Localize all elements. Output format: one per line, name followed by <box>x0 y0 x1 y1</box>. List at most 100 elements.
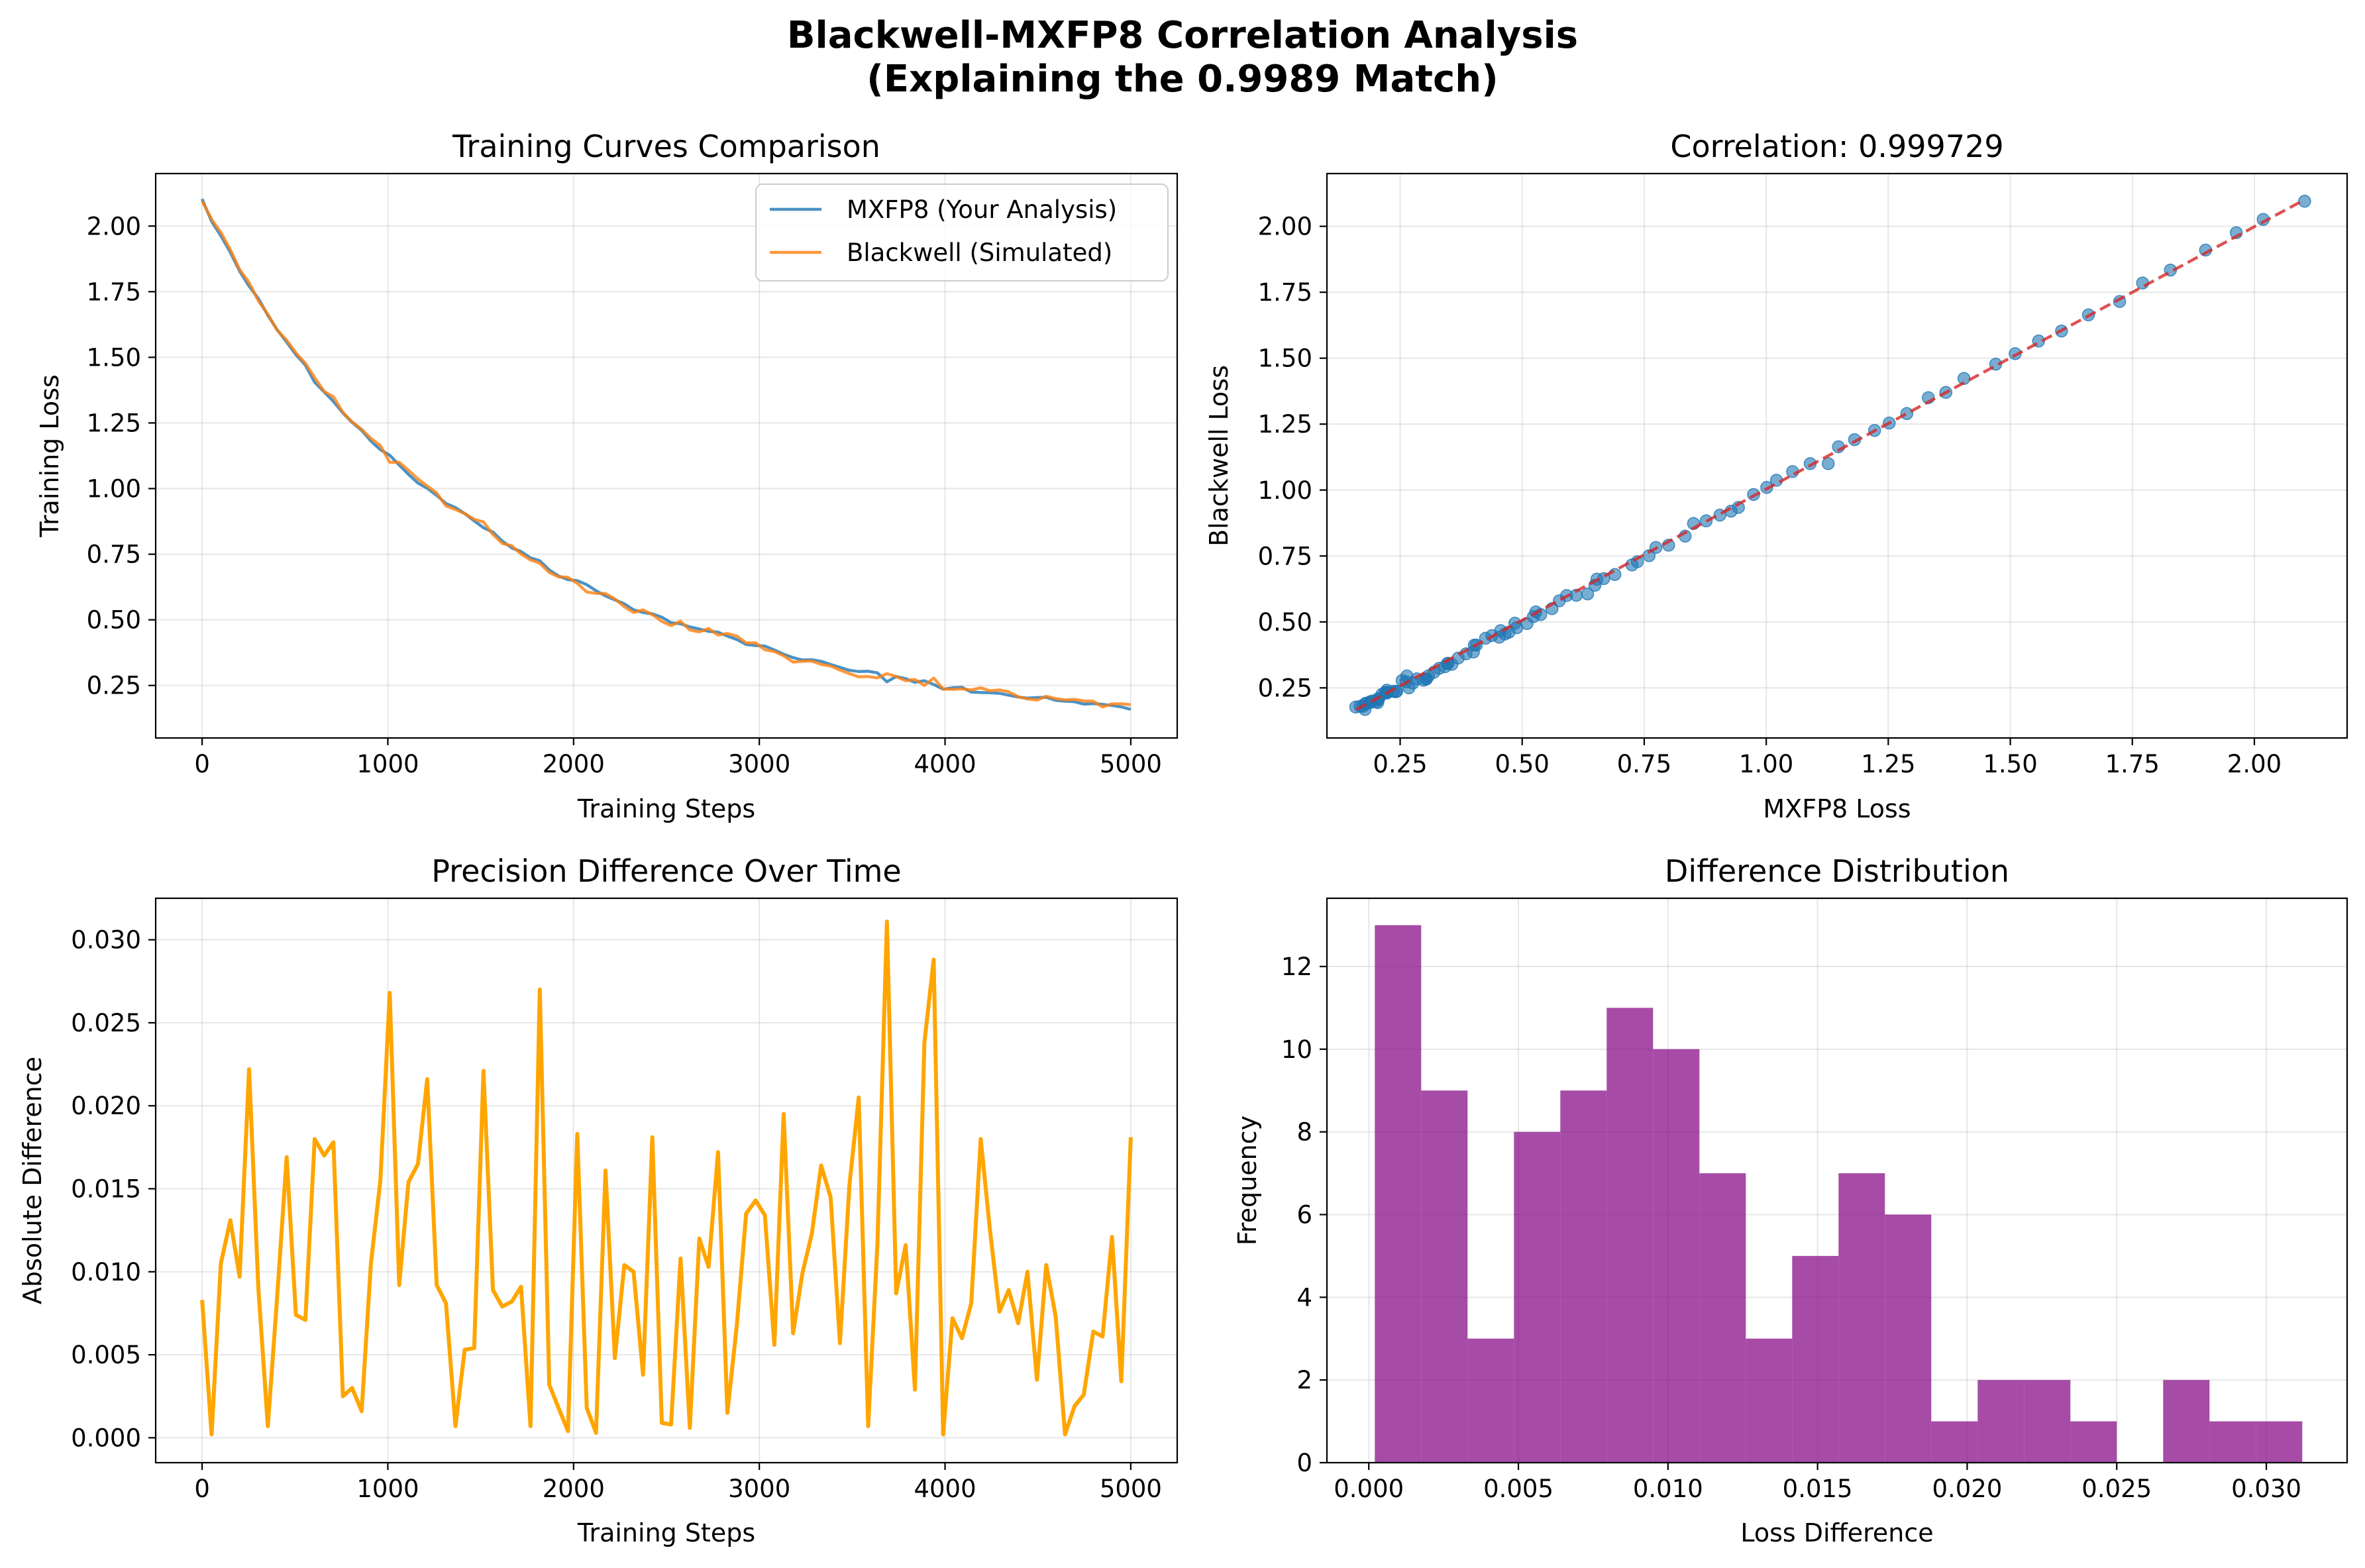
x-tick-label: 2.00 <box>2227 750 2282 778</box>
y-tick-label: 10 <box>1281 1035 1312 1064</box>
x-tick-label: 1.00 <box>1739 750 1793 778</box>
y-tick-label: 1.00 <box>87 475 141 503</box>
correlation-grid <box>1327 174 2347 738</box>
precision-difference-panel: Precision Difference Over Time 0 1000 2000… <box>18 853 1179 1547</box>
training-curves-plot <box>201 198 1131 711</box>
correlation-panel: Correlation: 0.999729 0.25 0.50 0.75 1.00 1.… <box>1204 129 2348 823</box>
x-tick-label: 1000 <box>356 1475 419 1503</box>
y-tick-label: 0.50 <box>1258 608 1312 637</box>
histogram-bar <box>1931 1421 1978 1463</box>
precision-difference-title: Precision Difference Over Time <box>431 853 901 889</box>
x-tick-label: 2000 <box>543 1475 605 1503</box>
precision-difference-plot <box>200 919 1133 1437</box>
training-curves-legend: MXFP8 (Your Analysis) Blackwell (Simulat… <box>755 183 1169 282</box>
precision-difference-axes: 0 1000 2000 3000 4000 5000 0.000 0.005 0.010 0.01… <box>71 926 1162 1503</box>
difference-line <box>200 919 1133 1437</box>
y-tick-label: 0.005 <box>71 1341 141 1369</box>
histogram-bar <box>2024 1380 2071 1463</box>
scatter-point <box>1821 457 1835 470</box>
precision-difference-ylabel: Absolute Difference <box>18 1057 47 1304</box>
scatter-point <box>1900 407 1914 421</box>
x-tick-label: 0.25 <box>1373 750 1427 778</box>
y-tick-label: 0.015 <box>71 1175 141 1204</box>
x-tick-label: 3000 <box>728 1475 790 1503</box>
difference-distribution-axes: 0.000 0.005 0.010 0.015 0.020 0.025 0.030 0 2 4 6 8… <box>1281 953 2301 1503</box>
training-curves-ylabel: Training Loss <box>35 374 64 537</box>
y-tick-label: 0.025 <box>71 1009 141 1037</box>
x-tick-label: 1.50 <box>1983 750 2037 778</box>
fit-line <box>1355 199 2304 711</box>
x-tick-label: 5000 <box>1100 750 1162 778</box>
difference-distribution-title: Difference Distribution <box>1665 853 2009 889</box>
legend-label-blackwell: Blackwell (Simulated) <box>847 238 1112 267</box>
y-tick-label: 0 <box>1296 1449 1312 1477</box>
x-tick-label: 4000 <box>914 1475 976 1503</box>
y-tick-label: 6 <box>1296 1200 1312 1229</box>
scatter-point <box>1608 568 1622 581</box>
y-tick-label: 4 <box>1296 1283 1312 1312</box>
difference-distribution-panel: Difference Distribution 0.000 0.005 0.010 0… <box>1233 853 2348 1547</box>
histogram-bar <box>2070 1421 2117 1463</box>
difference-distribution-plot <box>1375 925 2303 1463</box>
histogram-bar <box>1746 1338 1793 1463</box>
x-tick-label: 0.020 <box>1932 1475 2002 1503</box>
x-tick-label: 0.75 <box>1617 750 1671 778</box>
histogram-bar <box>1375 925 1422 1463</box>
correlation-axes: 0.25 0.50 0.75 1.00 1.25 1.50 1.75 2.00 0.25 0.50… <box>1258 213 2282 778</box>
y-tick-label: 2.00 <box>87 212 141 240</box>
difference-distribution-frame <box>1326 897 2348 1464</box>
x-tick-label: 0 <box>194 1475 210 1503</box>
x-tick-label: 0.010 <box>1633 1475 1703 1503</box>
y-tick-label: 1.50 <box>1258 344 1312 373</box>
x-tick-label: 1.75 <box>2105 750 2160 778</box>
y-tick-label: 0.75 <box>1258 542 1312 570</box>
correlation-xlabel: MXFP8 Loss <box>1763 794 1911 823</box>
y-tick-label: 1.75 <box>87 278 141 306</box>
training-curves-title: Training Curves Comparison <box>452 129 880 164</box>
training-curves-panel: Training Curves Comparison 0 1000 2000 3000… <box>35 129 1179 823</box>
y-tick-label: 0.50 <box>87 606 141 635</box>
histogram-bar <box>1977 1380 2024 1463</box>
training-curves-axes: 0 1000 2000 3000 4000 5000 0.25 0.50 0.75 1.00 1.2… <box>87 212 1162 778</box>
histogram-bar <box>1653 1049 1700 1463</box>
correlation-ylabel: Blackwell Loss <box>1204 365 1234 547</box>
y-tick-label: 1.50 <box>87 343 141 372</box>
precision-difference-frame <box>154 897 1179 1464</box>
x-tick-label: 0 <box>194 750 210 778</box>
figure-title-line-1: Blackwell-MXFP8 Correlation Analysis <box>787 14 1578 57</box>
y-tick-label: 1.00 <box>1258 476 1312 505</box>
histogram-bar <box>1560 1090 1607 1463</box>
y-tick-label: 0.25 <box>87 672 141 700</box>
histogram-bar <box>1699 1173 1746 1463</box>
y-tick-label: 1.75 <box>1258 278 1312 307</box>
series-line-blackwell <box>201 200 1131 709</box>
legend-label-mxfp8: MXFP8 (Your Analysis) <box>847 195 1117 224</box>
x-tick-label: 1000 <box>356 750 419 778</box>
histogram-bar <box>1792 1255 1839 1463</box>
correlation-title: Correlation: 0.999729 <box>1670 129 2003 164</box>
y-tick-label: 0.25 <box>1258 674 1312 702</box>
correlation-frame <box>1326 172 2348 739</box>
legend-box <box>755 183 1169 282</box>
figure-title-line-2: (Explaining the 0.9989 Match) <box>867 58 1498 101</box>
difference-distribution-xlabel: Loss Difference <box>1740 1518 1933 1547</box>
difference-distribution-ylabel: Frequency <box>1233 1116 1262 1245</box>
correlation-plot <box>1349 195 2311 716</box>
y-tick-label: 0.000 <box>71 1424 141 1452</box>
y-tick-label: 2.00 <box>1258 213 1312 241</box>
x-tick-label: 2000 <box>543 750 605 778</box>
x-tick-label: 4000 <box>914 750 976 778</box>
histogram-bar <box>1838 1173 1885 1463</box>
x-tick-label: 3000 <box>728 750 790 778</box>
histogram-bar <box>1606 1008 1654 1463</box>
x-tick-label: 0.015 <box>1783 1475 1853 1503</box>
y-tick-label: 2 <box>1296 1366 1312 1394</box>
x-tick-label: 1.25 <box>1861 750 1915 778</box>
histogram-bar <box>1514 1131 1561 1463</box>
histogram-bar <box>2209 1421 2256 1463</box>
x-tick-label: 0.50 <box>1495 750 1550 778</box>
scatter-point <box>1581 587 1595 601</box>
x-tick-label: 0.030 <box>2231 1475 2301 1503</box>
y-tick-label: 1.25 <box>87 409 141 437</box>
